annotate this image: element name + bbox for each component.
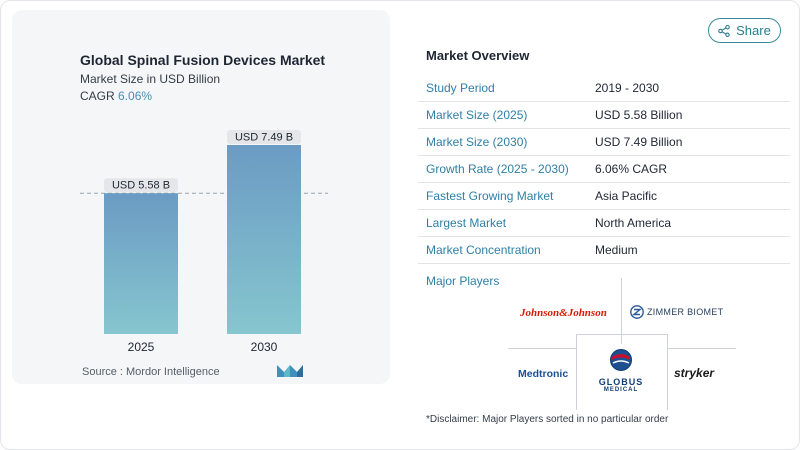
- cagr-line: CAGR 6.06%: [80, 89, 152, 103]
- overview-label: Market Size (2025): [426, 108, 528, 122]
- x-tick-label: 2025: [128, 340, 155, 354]
- zimmer-biomet-logo: ZIMMER BIOMET: [630, 305, 723, 319]
- mordor-logo-icon: [277, 365, 303, 377]
- overview-label: Growth Rate (2025 - 2030): [426, 162, 569, 176]
- overview-row-growth-rate: Growth Rate (2025 - 2030) 6.06% CAGR: [418, 156, 790, 183]
- data-label-bg: [104, 178, 178, 193]
- cagr-value: 6.06%: [118, 89, 153, 103]
- grid-divider: [668, 348, 736, 349]
- overview-label: Fastest Growing Market: [426, 189, 554, 203]
- share-label: Share: [736, 23, 771, 38]
- chart-source: Source : Mordor Intelligence: [82, 366, 220, 378]
- overview-row-market-size-2030: Market Size (2030) USD 7.49 Billion: [418, 129, 790, 156]
- zimmer-biomet-label: ZIMMER BIOMET: [647, 307, 724, 317]
- share-icon: [718, 24, 730, 37]
- overview-label: Study Period: [426, 81, 495, 95]
- zimmer-biomet-icon: [630, 305, 644, 319]
- data-label-bg: [227, 130, 301, 144]
- globus-medical-logo: GLOBUS MEDICAL: [593, 348, 649, 393]
- overview-row-market-size-2025: Market Size (2025) USD 5.58 Billion: [418, 102, 790, 129]
- medtronic-logo: Medtronic: [518, 368, 569, 380]
- bar-chart: USD 5.58 B 2025 USD 7.49 B 2030: [80, 130, 328, 354]
- overview-label: Market Concentration: [426, 243, 541, 257]
- market-overview-title: Market Overview: [426, 48, 530, 63]
- data-label: USD 5.58 B: [112, 180, 170, 192]
- globus-label: GLOBUS: [598, 377, 644, 387]
- bar-2025: [104, 193, 178, 334]
- stryker-logo: stryker: [674, 366, 715, 380]
- globus-sub-label: MEDICAL: [603, 387, 639, 393]
- globus-globe-icon: [610, 349, 632, 371]
- johnson-and-johnson-logo: Johnson&Johnson: [520, 307, 607, 319]
- major-players-grid: Johnson&Johnson ZIMMER BIOMET Medtronic …: [508, 278, 736, 410]
- overview-value: 2019 - 2030: [595, 81, 660, 95]
- grid-divider: [508, 348, 576, 349]
- share-button[interactable]: Share: [708, 18, 781, 43]
- overview-row-fastest-growing: Fastest Growing Market Asia Pacific: [418, 183, 790, 210]
- overview-value: North America: [595, 216, 672, 230]
- grid-divider: [621, 278, 622, 344]
- overview-label: Largest Market: [426, 216, 507, 230]
- overview-row-concentration: Market Concentration Medium: [418, 237, 790, 264]
- overview-value: USD 5.58 Billion: [595, 108, 683, 122]
- market-overview-table: Study Period 2019 - 2030 Market Size (20…: [418, 75, 790, 264]
- grid-divider: [576, 334, 668, 335]
- disclaimer: *Disclaimer: Major Players sorted in no …: [426, 414, 669, 425]
- overview-value: Medium: [595, 243, 638, 257]
- overview-row-largest-market: Largest Market North America: [418, 210, 790, 237]
- chart-title: Global Spinal Fusion Devices Market: [80, 52, 326, 68]
- data-label: USD 7.49 B: [235, 132, 293, 144]
- overview-value: 6.06% CAGR: [595, 162, 668, 176]
- chart-card: [12, 10, 390, 384]
- major-players-title: Major Players: [426, 274, 500, 288]
- grid-divider: [667, 334, 668, 410]
- x-tick-label: 2030: [251, 340, 278, 354]
- overview-label: Market Size (2030): [426, 135, 528, 149]
- chart-subtitle: Market Size in USD Billion: [80, 72, 221, 86]
- bar-2030: [227, 145, 301, 334]
- overview-value: USD 7.49 Billion: [595, 135, 683, 149]
- grid-divider: [576, 334, 577, 410]
- cagr-label: CAGR: [80, 89, 115, 103]
- overview-row-study-period: Study Period 2019 - 2030: [418, 75, 790, 102]
- overview-value: Asia Pacific: [595, 189, 658, 203]
